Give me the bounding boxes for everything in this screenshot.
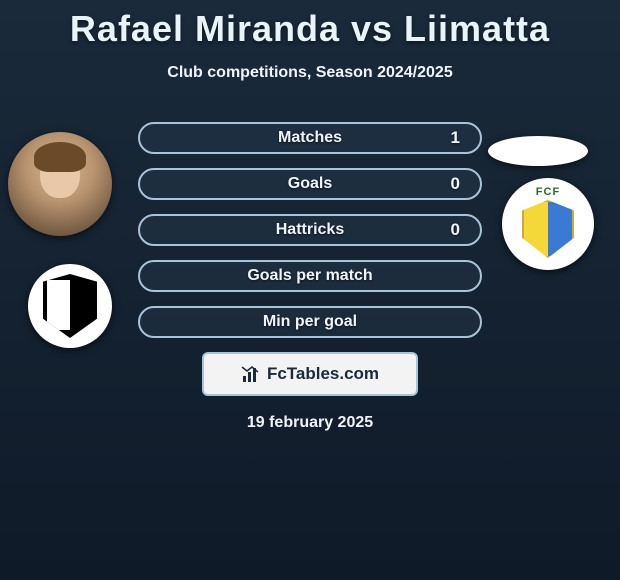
date-label: 19 february 2025 <box>0 414 620 432</box>
stat-label: Matches <box>140 129 480 147</box>
bar-chart-icon <box>241 364 261 384</box>
stat-row-min-per-goal: Min per goal <box>138 306 482 338</box>
comparison-area: FCF Matches 1 Goals 0 Hattricks 0 Goals … <box>0 122 620 432</box>
stat-label: Min per goal <box>140 313 480 331</box>
stat-value: 1 <box>451 128 460 148</box>
stat-label: Goals per match <box>140 267 480 285</box>
page-title: Rafael Miranda vs Liimatta <box>0 0 620 50</box>
club-badge-icon: FCF <box>516 186 580 262</box>
stat-value: 0 <box>451 174 460 194</box>
player-left-avatar <box>8 132 112 236</box>
stat-row-matches: Matches 1 <box>138 122 482 154</box>
brand-text: FcTables.com <box>267 364 379 384</box>
player-right-club-badge: FCF <box>502 178 594 270</box>
stat-row-goals-per-match: Goals per match <box>138 260 482 292</box>
club-badge-icon <box>43 274 97 338</box>
stat-value: 0 <box>451 220 460 240</box>
stat-row-hattricks: Hattricks 0 <box>138 214 482 246</box>
stat-label: Hattricks <box>140 221 480 239</box>
subtitle: Club competitions, Season 2024/2025 <box>0 64 620 82</box>
stats-list: Matches 1 Goals 0 Hattricks 0 Goals per … <box>138 122 482 338</box>
brand-box: FcTables.com <box>202 352 418 396</box>
player-left-club-badge <box>28 264 112 348</box>
stat-row-goals: Goals 0 <box>138 168 482 200</box>
player-right-avatar <box>488 136 588 166</box>
club-right-label: FCF <box>536 186 560 198</box>
stat-label: Goals <box>140 175 480 193</box>
